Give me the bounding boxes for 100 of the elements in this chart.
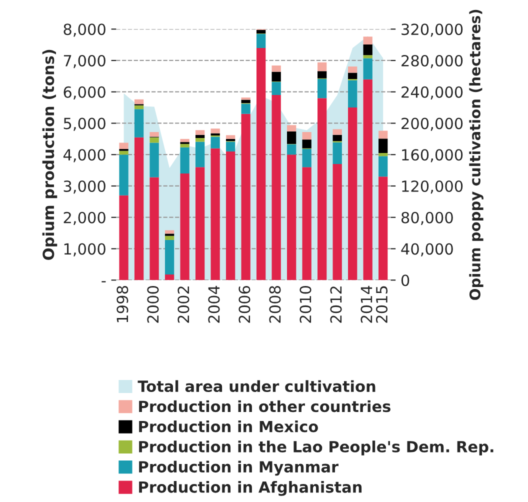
bar — [195, 134, 205, 138]
bar — [195, 142, 205, 168]
bar — [363, 44, 372, 56]
bar — [378, 138, 388, 154]
y-tick-label: 1,000 — [64, 243, 106, 256]
bar — [272, 82, 281, 96]
bar — [332, 134, 342, 142]
bar — [318, 79, 327, 98]
x-tick-label: 2002 — [178, 286, 190, 323]
y-tick-label: - — [102, 281, 106, 282]
bar — [164, 274, 174, 280]
bar — [195, 130, 205, 135]
bar — [348, 108, 358, 280]
bar — [256, 34, 266, 48]
bar — [195, 138, 205, 142]
bar — [302, 140, 312, 148]
bar — [363, 58, 372, 80]
x-tick-label: 2015 — [376, 286, 388, 323]
y2-tick-label: 200,000 — [402, 118, 463, 131]
y2-tick-label: 80,000 — [401, 212, 453, 225]
bar — [180, 144, 190, 148]
bar — [286, 131, 296, 144]
y-tick-label: 4,000 — [63, 149, 106, 162]
bar — [332, 129, 342, 135]
x-tick-label: 2006 — [238, 286, 250, 323]
legend-label: Total area under cultivation — [138, 380, 376, 392]
bar — [363, 79, 372, 280]
y2-tick-label: 320,000 — [402, 24, 463, 37]
bar — [226, 142, 236, 152]
bar — [286, 144, 296, 155]
y2-axis-title: Opium poppy cultivation (hectares) — [469, 10, 484, 300]
y-tick-label: 5,000 — [64, 118, 106, 131]
bar — [134, 99, 144, 104]
legend-label: Production in Mexico — [139, 420, 318, 432]
legend-label: Production in other countries — [139, 400, 390, 412]
bar — [195, 167, 205, 280]
x-tick-label: 2014 — [360, 286, 372, 323]
y-tick-label: 7,000 — [64, 54, 106, 68]
y2-tick-label: 240,000 — [402, 86, 463, 100]
bar — [378, 130, 388, 139]
x-tick-label: 1998 — [116, 286, 128, 322]
bar — [256, 30, 266, 34]
bar — [272, 66, 281, 72]
bar — [150, 132, 159, 137]
bar — [119, 154, 128, 196]
x-tick-label: 2000 — [147, 286, 159, 323]
bar — [150, 177, 159, 280]
bar — [241, 100, 250, 104]
y-axis-title: Opium production (tons) — [42, 50, 58, 260]
y2-tick-label: 0 — [401, 274, 410, 286]
bar — [256, 48, 266, 280]
bar — [226, 135, 236, 139]
x-tick-label: 2010 — [300, 286, 312, 323]
bar — [348, 72, 358, 79]
bar — [363, 55, 372, 58]
bar — [272, 72, 281, 82]
bar — [164, 230, 174, 234]
bar — [286, 154, 296, 280]
bar — [286, 125, 296, 132]
bar — [318, 62, 327, 72]
bar — [150, 142, 159, 178]
bar — [134, 137, 144, 280]
y-tick-label: 2,000 — [64, 212, 106, 225]
y2-tick-label: 160,000 — [402, 149, 463, 162]
bar — [302, 167, 312, 280]
bar — [210, 128, 220, 134]
bar — [119, 195, 128, 280]
y-tick-label: 8,000 — [64, 24, 106, 37]
bar — [164, 236, 174, 240]
bar — [363, 36, 372, 44]
y-tick-label: 3,000 — [64, 180, 106, 194]
bar — [302, 132, 312, 140]
x-tick-label: 2008 — [269, 286, 281, 323]
bar — [302, 148, 312, 168]
bar — [378, 176, 388, 280]
bar — [164, 240, 174, 274]
bar — [241, 114, 250, 280]
bar — [119, 150, 128, 155]
bar — [210, 148, 220, 280]
y2-tick-label: 120,000 — [402, 180, 463, 194]
bar — [180, 138, 190, 142]
bar — [332, 142, 342, 164]
legend-label: Production in Myanmar — [139, 460, 339, 476]
bar — [378, 153, 388, 156]
y-tick-label: 6,000 — [64, 86, 106, 100]
bar — [180, 173, 190, 280]
bar — [272, 95, 281, 280]
bar — [318, 71, 327, 78]
bar — [318, 98, 327, 280]
bar — [210, 136, 220, 148]
bar — [180, 147, 190, 174]
bar — [134, 109, 144, 138]
bar — [134, 105, 144, 110]
x-tick-label: 2004 — [208, 286, 220, 323]
bar — [150, 137, 159, 143]
y2-tick-label: 40,000 — [401, 243, 453, 256]
bar — [226, 138, 236, 142]
bar — [332, 164, 342, 280]
bar — [226, 151, 236, 280]
bar — [241, 104, 250, 114]
